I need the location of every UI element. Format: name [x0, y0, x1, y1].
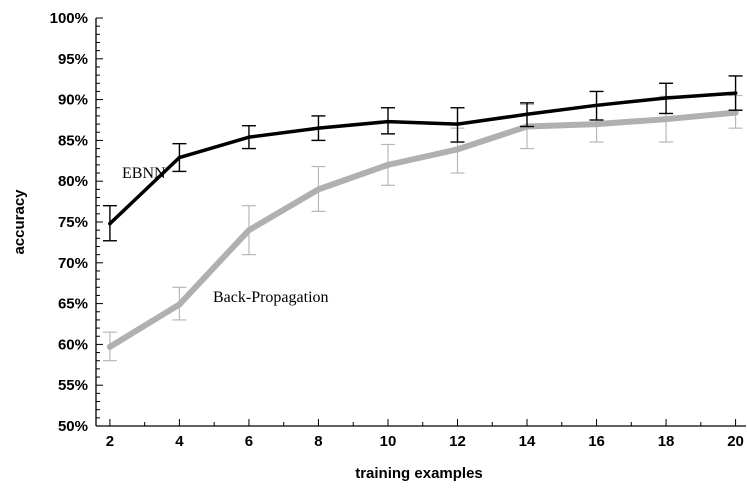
x-tick-label: 14	[519, 433, 536, 450]
data-point	[663, 116, 670, 123]
series-line-ebnn	[108, 91, 738, 226]
y-tick-label: 95%	[58, 51, 88, 68]
series-label-ebnn: EBNN	[122, 165, 166, 182]
y-tick-label: 85%	[58, 132, 88, 149]
data-point	[316, 126, 321, 130]
data-point	[106, 343, 113, 350]
data-point	[176, 301, 183, 308]
tick-labels: 50% 55% 60% 65% 70% 75% 80% 85% 90% 95% 100% 2 4 6 8 10…	[50, 10, 744, 450]
data-point	[247, 135, 251, 139]
data-point	[315, 186, 322, 193]
data-point	[245, 227, 252, 234]
x-tick-label: 20	[727, 433, 744, 450]
data-point	[732, 109, 739, 116]
x-tick-label: 18	[658, 433, 675, 450]
x-tick-label: 8	[314, 433, 322, 450]
data-point	[455, 122, 460, 126]
y-tick-label: 80%	[58, 173, 88, 190]
x-tick-label: 10	[380, 433, 397, 450]
x-tick-label: 16	[588, 433, 605, 450]
data-point	[525, 112, 529, 117]
y-tick-label: 55%	[58, 377, 88, 394]
data-point	[177, 155, 182, 160]
x-tick-label: 12	[449, 433, 466, 450]
series-line-back-propagation	[106, 109, 739, 350]
y-tick-label: 60%	[58, 336, 88, 353]
series-label-back-propagation: Back-Propagation	[213, 289, 329, 306]
y-tick-label: 65%	[58, 296, 88, 313]
y-tick-label: 90%	[58, 92, 88, 109]
y-axis-title: accuracy	[11, 189, 28, 255]
data-point	[733, 91, 738, 95]
data-point	[593, 121, 600, 128]
y-tick-label: 100%	[50, 10, 88, 27]
data-point	[386, 119, 390, 124]
x-tick-label: 4	[175, 433, 184, 450]
x-tick-label: 2	[106, 433, 114, 450]
series-group	[102, 75, 743, 362]
series-back-propagation	[102, 94, 743, 362]
data-point	[664, 96, 668, 100]
y-tick-label: 70%	[58, 255, 88, 272]
y-tick-label: 75%	[58, 214, 88, 231]
axes	[95, 17, 746, 427]
x-tick-label: 6	[245, 433, 253, 450]
data-point	[108, 221, 112, 226]
series-ebnn	[102, 75, 743, 242]
data-point	[454, 146, 461, 153]
y-tick-label: 50%	[58, 418, 88, 435]
data-point	[384, 161, 391, 168]
x-axis-title: training examples	[355, 465, 483, 482]
data-point	[594, 103, 599, 108]
